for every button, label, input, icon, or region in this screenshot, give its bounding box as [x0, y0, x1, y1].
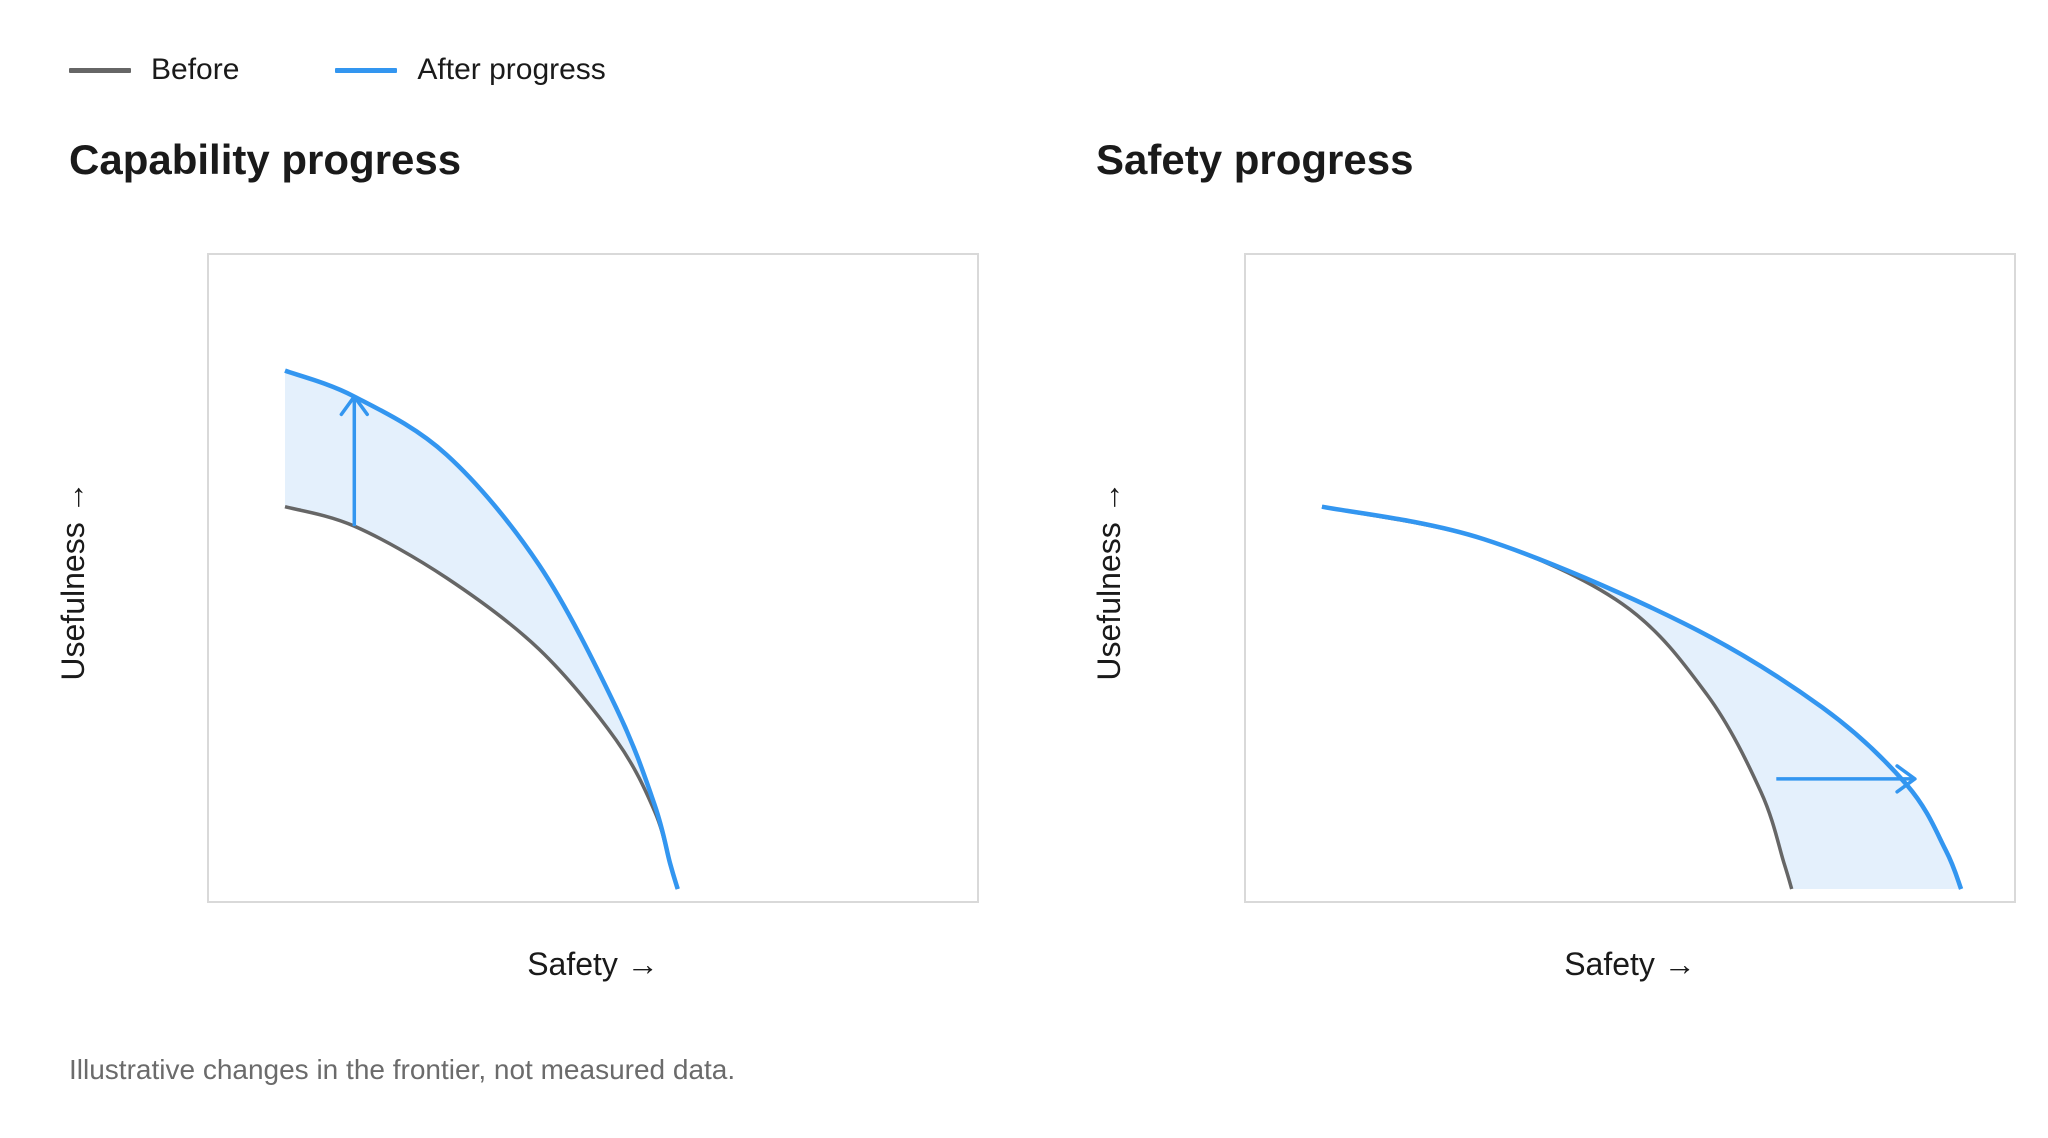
plot-frame — [207, 253, 979, 903]
progress-arrow-head — [339, 394, 369, 417]
improvement-region — [1322, 506, 1962, 890]
x-axis-label: Safety → — [1564, 946, 1696, 982]
chart-panel-capability: Safety → Usefulness → — [55, 253, 979, 982]
improvement-region — [285, 370, 678, 890]
chart-legend: Before After progress — [69, 50, 702, 90]
legend-item-before: Before — [69, 53, 239, 87]
x-axis-label: Safety → — [527, 946, 659, 982]
legend-label-after: After progress — [417, 53, 606, 86]
legend-swatch-before — [69, 67, 131, 73]
progress-arrow-head — [1895, 764, 1917, 794]
series-line-after — [1321, 504, 1964, 890]
legend-item-after: After progress — [335, 53, 606, 87]
plot-frame — [1244, 253, 2016, 903]
footnote: Illustrative changes in the frontier, no… — [69, 1054, 736, 1085]
y-axis-label: Usefulness → — [1091, 481, 1127, 680]
chart-panel-safety: Safety → Usefulness → — [1091, 253, 2016, 982]
series-line-after — [284, 368, 680, 890]
y-axis-label: Usefulness → — [55, 481, 91, 680]
safety-panel-title: Safety progress — [1096, 136, 1414, 183]
legend-label-before: Before — [151, 53, 240, 86]
capability-panel-title: Capability progress — [69, 136, 462, 183]
legend-swatch-after — [335, 67, 398, 73]
